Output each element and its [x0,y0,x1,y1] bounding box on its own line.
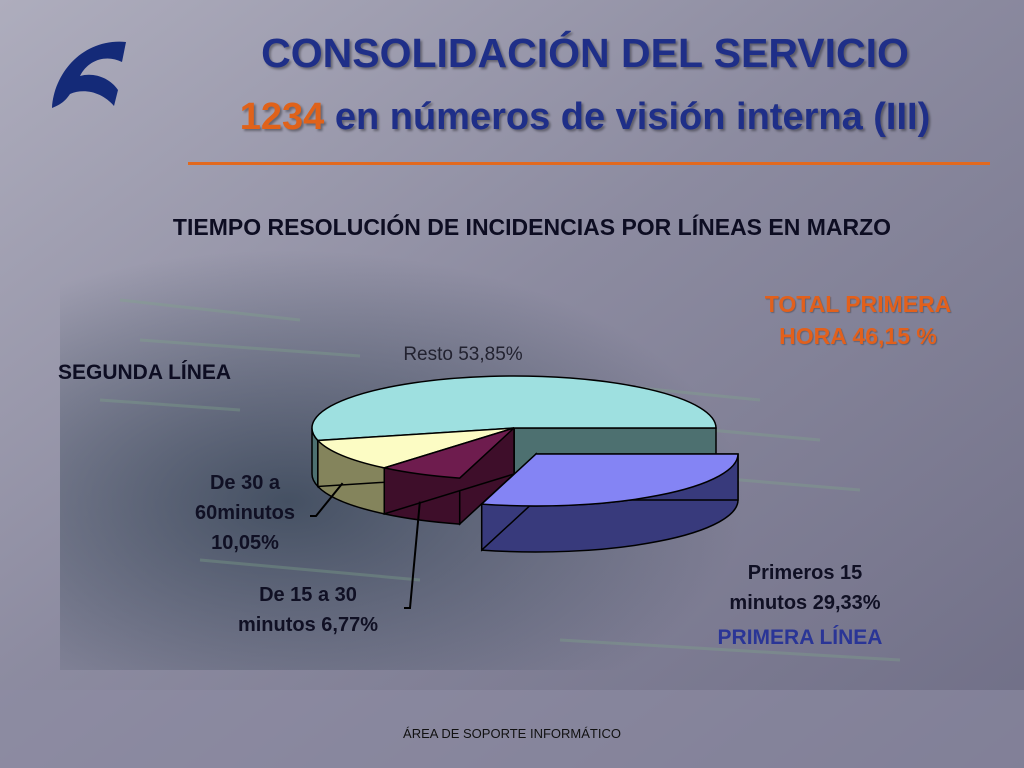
chart-title: TIEMPO RESOLUCIÓN DE INCIDENCIAS POR LÍN… [172,214,892,240]
subtitle-number: 1234 [239,96,325,138]
subtitle-text: en números de visión interna (III) [324,96,931,138]
second-line-label: SEGUNDA LÍNEA [58,361,232,384]
first-hour-total-line1: TOTAL PRIMERA [764,291,952,317]
leader-line-15-30 [404,501,421,609]
first-hour-total: TOTAL PRIMERA HORA 46,15 % [718,288,998,352]
data-label-30-60-line2: 60minutos [194,502,296,524]
data-label-30-60-line3: 10,05% [211,532,279,554]
data-label-15-30-line1: De 15 a 30 [259,584,357,606]
first-hour-total-line2: HORA 46,15 % [779,323,937,349]
data-label-15-30-line2: minutos 6,77% [237,614,379,636]
data-label-rest-line1: Resto 53,85% [403,344,523,365]
data-label-rest: Resto 53,85% [378,340,548,370]
company-logo [52,41,126,108]
slice-top-primeros-15-minutos [479,453,739,507]
leader-line-30-60 [310,482,344,517]
first-line-label: PRIMERA LÍNEA [717,626,883,649]
slice-top-de-30-a-60minutos [316,427,515,469]
data-label-first-15-line2: minutos 29,33% [729,592,881,614]
title-divider [188,162,990,165]
data-label-30-60-line1: De 30 a [209,472,281,494]
slice-top-resto [311,375,717,442]
data-label-15-30: De 15 a 30 minutos 6,77% [208,580,408,640]
slice-top-de-15-a-30-minutos [381,427,515,479]
footer-text: ÁREA DE SOPORTE INFORMÁTICO [403,726,621,741]
slide-subtitle: 1234 en números de visión interna (III) [160,96,1010,139]
data-label-first-15: Primeros 15 minutos 29,33% [700,558,910,618]
data-label-first-15-line1: Primeros 15 [747,562,863,584]
slide-title: CONSOLIDACIÓN DEL SERVICIO [261,30,909,76]
data-label-30-60: De 30 a 60minutos 10,05% [180,468,310,558]
